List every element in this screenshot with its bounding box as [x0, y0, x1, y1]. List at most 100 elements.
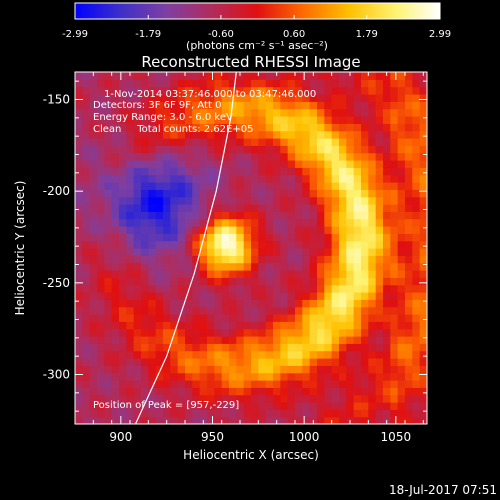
heatmap-cell — [287, 211, 296, 220]
heatmap-cell — [331, 299, 340, 308]
heatmap-cell — [383, 306, 391, 315]
heatmap-cell — [331, 145, 340, 154]
heatmap-cell — [207, 270, 215, 278]
heatmap-cell — [353, 226, 362, 234]
heatmap-cell — [82, 116, 91, 124]
heatmap-cell — [265, 402, 274, 410]
heatmap-cell — [317, 116, 325, 124]
heatmap-cell — [265, 94, 274, 102]
heatmap-cell — [133, 365, 142, 374]
heatmap-cell — [221, 328, 230, 337]
heatmap-cell — [243, 167, 252, 176]
heatmap-cell — [170, 240, 179, 249]
heatmap-cell — [331, 416, 340, 424]
heatmap-cell — [111, 94, 120, 102]
heatmap-cell — [412, 270, 421, 278]
heatmap-cell — [75, 372, 83, 381]
heatmap-cell — [251, 365, 259, 374]
heatmap-cell — [163, 138, 171, 146]
heatmap-cell — [89, 394, 98, 403]
heatmap-cell — [199, 270, 208, 278]
heatmap-cell — [141, 174, 149, 183]
heatmap-cell — [280, 365, 289, 374]
heatmap-cell — [75, 226, 83, 234]
heatmap-cell — [273, 306, 281, 315]
heatmap-cell — [331, 138, 340, 146]
heatmap-cell — [221, 79, 230, 88]
heatmap-cell — [339, 94, 347, 102]
heatmap-cell — [221, 394, 230, 403]
heatmap-cell — [368, 336, 377, 344]
heatmap-cell — [309, 336, 318, 344]
heatmap-cell — [412, 94, 421, 102]
heatmap-cell — [295, 343, 303, 352]
heatmap-cell — [82, 416, 91, 424]
heatmap-cell — [324, 218, 333, 227]
heatmap-cell — [419, 277, 427, 286]
heatmap-cell — [163, 108, 171, 117]
heatmap-cell — [331, 358, 340, 366]
heatmap-cell — [265, 255, 274, 264]
heatmap-cell — [148, 218, 157, 227]
heatmap-cell — [331, 240, 340, 249]
heatmap-cell — [207, 409, 215, 418]
heatmap-cell — [119, 292, 127, 300]
heatmap-cell — [346, 226, 355, 234]
heatmap-cell — [397, 292, 406, 300]
heatmap-cell — [324, 292, 333, 300]
heatmap-cell — [317, 277, 325, 286]
colorbar-tick-label: -2.99 — [62, 29, 88, 40]
heatmap-cell — [177, 262, 186, 271]
heatmap-cell — [317, 160, 325, 168]
heatmap-cell — [82, 409, 91, 418]
heatmap-cell — [331, 94, 340, 102]
heatmap-cell — [287, 394, 296, 403]
heatmap-cell — [309, 292, 318, 300]
heatmap-cell — [258, 336, 267, 344]
heatmap-cell — [126, 101, 135, 110]
heatmap-cell — [221, 123, 230, 132]
heatmap-cell — [309, 108, 318, 117]
heatmap-cell — [309, 314, 318, 322]
heatmap-cell — [251, 394, 259, 403]
heatmap-cell — [148, 167, 157, 176]
heatmap-cell — [126, 402, 135, 410]
heatmap-cell — [251, 182, 259, 190]
heatmap-cell — [97, 248, 105, 256]
heatmap-cell — [353, 277, 362, 286]
heatmap-cell — [309, 94, 318, 102]
heatmap-cell — [258, 160, 267, 168]
heatmap-cell — [251, 116, 259, 124]
heatmap-cell — [309, 372, 318, 381]
heatmap-cell — [397, 226, 406, 234]
heatmap-cell — [89, 233, 98, 242]
heatmap-cell — [309, 182, 318, 190]
heatmap-cell — [397, 328, 406, 337]
heatmap-cell — [295, 226, 303, 234]
heatmap-cell — [251, 226, 259, 234]
heatmap-cell — [331, 321, 340, 330]
heatmap-cell — [361, 189, 369, 198]
heatmap-cell — [287, 189, 296, 198]
heatmap-cell — [353, 101, 362, 110]
heatmap-cell — [331, 182, 340, 190]
heatmap-cell — [170, 321, 179, 330]
heatmap-cell — [229, 174, 237, 183]
heatmap-cell — [383, 174, 391, 183]
heatmap-cell — [177, 72, 186, 80]
heatmap-cell — [97, 270, 105, 278]
heatmap-cell — [302, 218, 311, 227]
heatmap-cell — [126, 167, 135, 176]
heatmap-cell — [75, 86, 83, 95]
heatmap-cell — [119, 350, 127, 359]
heatmap-cell — [155, 72, 164, 80]
heatmap-cell — [397, 372, 406, 381]
heatmap-cell — [317, 270, 325, 278]
heatmap-cell — [375, 270, 384, 278]
heatmap-cell — [111, 226, 120, 234]
heatmap-cell — [368, 262, 377, 271]
heatmap-cell — [207, 358, 215, 366]
heatmap-cell — [412, 336, 421, 344]
heatmap-cell — [104, 255, 113, 264]
heatmap-cell — [229, 270, 237, 278]
